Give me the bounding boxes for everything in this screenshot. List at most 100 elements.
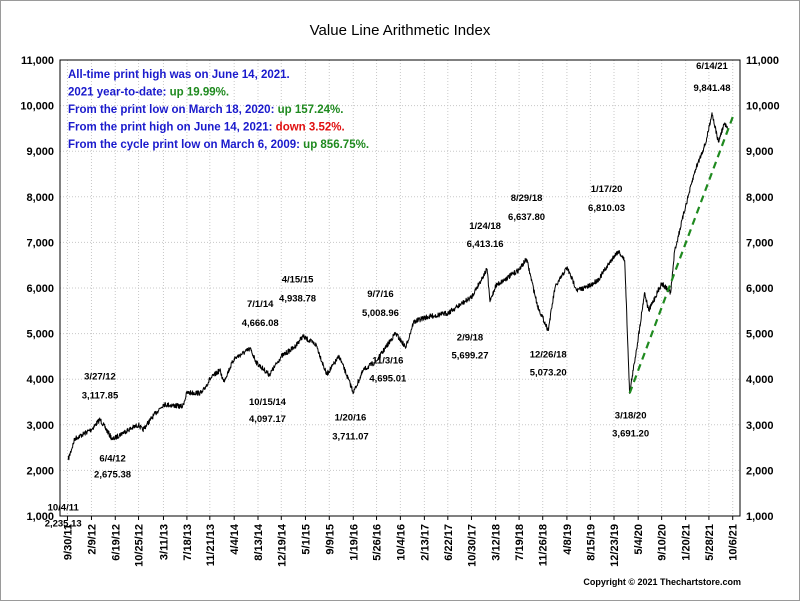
x-tick-label: 4/8/19	[562, 524, 574, 555]
x-tick-label: 5/1/15	[300, 524, 312, 555]
series-line-index	[67, 112, 728, 461]
info-line: All-time print high was on June 14, 2021…	[68, 69, 290, 81]
x-tick-label: 2/9/12	[86, 524, 98, 555]
y-tick-label-right: 10,000	[746, 101, 780, 113]
annotation-date: 1/17/20	[591, 184, 623, 195]
annotation-value: 6,413.16	[467, 239, 504, 250]
y-tick-label-left: 2,000	[26, 465, 54, 477]
x-tick-label: 2/13/17	[419, 524, 431, 561]
annotation-date: 9/7/16	[367, 289, 393, 300]
x-tick-label: 5/4/20	[633, 524, 645, 555]
y-tick-label-left: 10,000	[20, 101, 54, 113]
y-tick-label-right: 4,000	[746, 374, 774, 386]
x-tick-label: 3/11/13	[158, 524, 170, 560]
y-tick-label-left: 9,000	[26, 146, 54, 158]
info-line-highlight: up 856.75%.	[303, 139, 369, 151]
y-tick-label-left: 7,000	[26, 237, 54, 249]
x-tick-label: 7/18/13	[182, 524, 194, 561]
y-tick-label-left: 5,000	[26, 329, 54, 341]
grid-layer	[60, 59, 740, 517]
annotation-date: 11/3/16	[372, 356, 403, 367]
y-tick-label-right: 3,000	[746, 420, 774, 432]
annotation-value: 2,675.38	[94, 470, 131, 481]
y-tick-labels-right: 1,000 2,000 3,000 4,000 5,000 6,000 7,000 8,000…	[746, 55, 780, 523]
y-tick-label-left: 3,000	[26, 420, 54, 432]
annotation-value: 6,810.03	[588, 203, 625, 214]
annotation-value: 3,711.07	[332, 431, 368, 442]
x-tick-label: 5/26/16	[372, 524, 384, 561]
x-tick-label: 8/13/14	[253, 523, 265, 561]
y-tick-label-left: 8,000	[26, 192, 54, 204]
annotation-date: 6/4/12	[99, 454, 125, 465]
series-layer	[67, 112, 734, 461]
y-tick-label-left: 4,000	[26, 374, 54, 386]
annotation-value: 9,841.48	[694, 83, 731, 94]
y-tick-label-left: 6,000	[26, 283, 54, 295]
info-line-text: From the print high on June 14, 2021:	[68, 122, 276, 134]
info-box: All-time print high was on June 14, 2021…	[68, 69, 369, 151]
x-tick-label: 5/28/21	[704, 524, 716, 561]
annotation-value: 5,008.96	[362, 308, 399, 319]
x-tick-label: 1/20/21	[681, 524, 693, 561]
annotation-date: 10/4/11	[48, 503, 80, 514]
x-tick-label: 10/25/12	[134, 524, 146, 567]
x-tick-label: 9/10/20	[657, 524, 669, 561]
annotation-layer: 10/4/11 2,235.13 3/27/12 3,117.85 6/4/12 2,67…	[45, 61, 731, 530]
y-tick-label-right: 1,000	[746, 511, 774, 523]
annotation-value: 4,695.01	[369, 374, 407, 385]
x-tick-label: 10/6/21	[728, 524, 740, 561]
annotation-date: 3/27/12	[84, 371, 116, 382]
y-tick-labels-left: 1,000 2,000 3,000 4,000 5,000 6,000 7,000 8,000…	[20, 55, 54, 523]
info-line-highlight: up 19.99%.	[170, 87, 229, 99]
series-trendline	[628, 116, 734, 394]
annotation-date: 10/15/14	[249, 397, 287, 408]
info-line-highlight: up 157.24%.	[278, 104, 344, 116]
x-tick-label: 9/9/15	[324, 524, 336, 555]
x-tick-label: 9/30/11	[62, 524, 74, 560]
annotation-value: 6,637.80	[508, 212, 545, 223]
x-tick-label: 11/21/13	[205, 524, 217, 566]
info-line-text: All-time print high was on June 14, 2021…	[68, 69, 290, 81]
annotation-date: 12/26/18	[530, 349, 567, 360]
annotation-date: 6/14/21	[696, 61, 728, 72]
x-tick-label: 4/4/14	[229, 523, 241, 554]
x-tick-label: 1/19/16	[348, 524, 360, 561]
x-tick-label: 12/23/19	[609, 524, 621, 567]
info-line: From the print low on March 18, 2020: up…	[68, 104, 343, 116]
y-tick-label-right: 8,000	[746, 192, 774, 204]
y-tick-label-left: 11,000	[21, 55, 54, 67]
annotation-value: 3,691.20	[612, 428, 649, 439]
y-tick-label-right: 9,000	[746, 146, 774, 158]
annotation-value: 3,117.85	[82, 390, 119, 401]
y-tick-label-right: 7,000	[746, 237, 774, 249]
x-tick-label: 10/4/16	[395, 524, 407, 561]
copyright-text: Copyright © 2021 Thechartstore.com	[583, 577, 741, 587]
info-line-highlight: down 3.52%.	[276, 122, 345, 134]
annotation-value: 2,235.13	[45, 519, 82, 530]
annotation-date: 4/15/15	[282, 274, 314, 285]
y-tick-label-right: 6,000	[746, 283, 774, 295]
x-tick-labels: 9/30/11 2/9/12 6/19/12 10/25/12 3/11/13 7/18/…	[62, 516, 740, 567]
y-tick-label-right: 11,000	[746, 55, 779, 67]
y-tick-label-left: 1,000	[26, 511, 54, 523]
chart-title: Value Line Arithmetic Index	[310, 22, 491, 39]
x-tick-label: 7/19/18	[514, 524, 526, 561]
annotation-value: 4,938.78	[279, 293, 316, 304]
annotation-date: 2/9/18	[457, 333, 483, 344]
annotation-value: 5,073.20	[530, 367, 567, 378]
x-tick-label: 6/22/17	[443, 524, 455, 561]
annotation-date: 8/29/18	[511, 193, 543, 204]
annotation-value: 4,097.17	[249, 414, 286, 425]
y-tick-label-right: 5,000	[746, 329, 774, 341]
x-tick-label: 6/19/12	[110, 524, 122, 561]
info-line: From the print high on June 14, 2021: do…	[68, 122, 345, 134]
info-line: From the cycle print low on March 6, 200…	[68, 139, 369, 151]
annotation-date: 1/20/16	[335, 412, 367, 423]
x-tick-label: 11/26/18	[538, 524, 550, 566]
info-line-text: From the print low on March 18, 2020:	[68, 104, 278, 116]
info-line: 2021 year-to-date: up 19.99%.	[68, 87, 229, 99]
annotation-value: 4,666.08	[242, 318, 279, 329]
annotation-date: 1/24/18	[469, 221, 501, 232]
